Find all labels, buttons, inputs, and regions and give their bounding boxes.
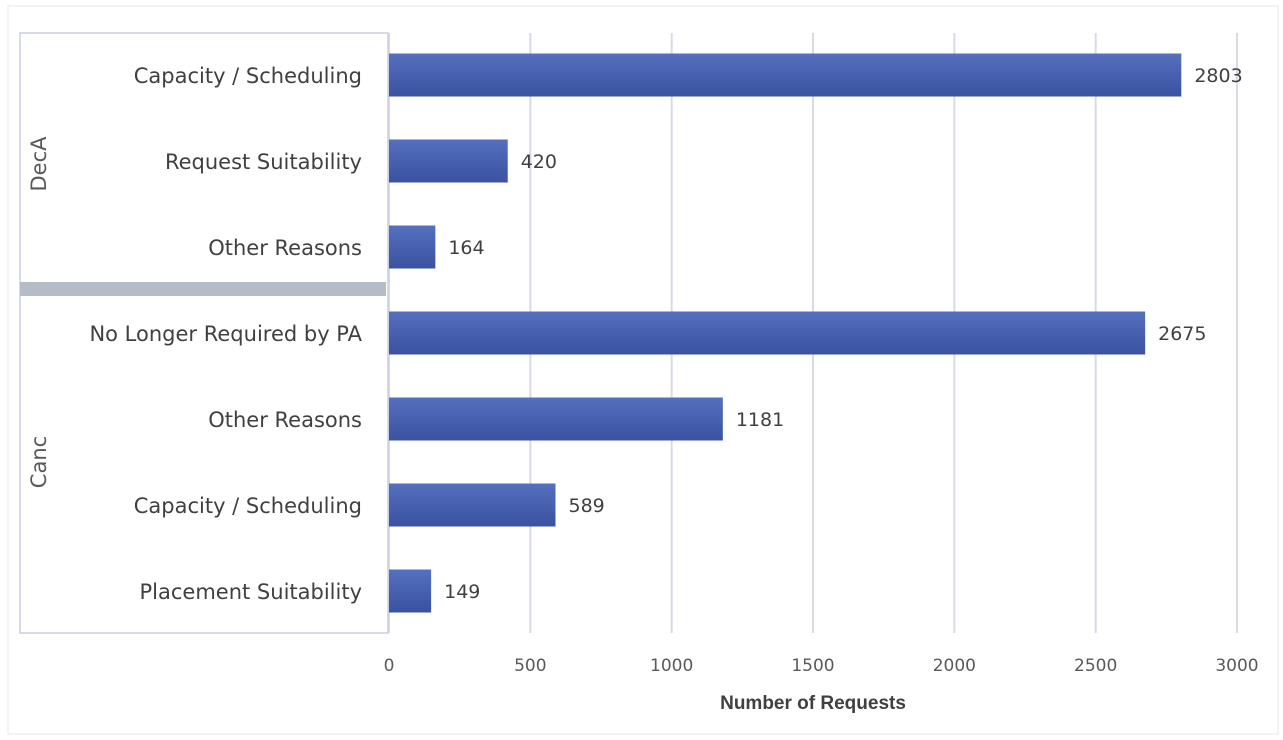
x-tick-label: 500 xyxy=(514,656,546,676)
bar xyxy=(389,569,432,613)
x-axis-ticks: 0 500 1000 1500 2000 2500 3000 xyxy=(384,656,1259,676)
bar xyxy=(389,139,508,183)
category-label: Capacity / Scheduling xyxy=(134,494,362,518)
bar-value-label: 164 xyxy=(448,237,484,259)
bar xyxy=(389,53,1182,97)
x-tick-label: 1000 xyxy=(650,656,693,676)
x-tick-label: 2500 xyxy=(1074,656,1117,676)
bar-value-label: 149 xyxy=(444,581,480,603)
category-label: No Longer Required by PA xyxy=(89,322,362,346)
category-label: Other Reasons xyxy=(208,408,362,432)
bar xyxy=(389,225,436,269)
bar xyxy=(389,311,1146,355)
bars: 2803 420 164 2675 1181 589 149 xyxy=(389,53,1243,613)
chart-outer-frame xyxy=(7,5,1279,735)
category-label-panel xyxy=(19,32,389,634)
bar-value-label: 589 xyxy=(568,495,604,517)
gridlines xyxy=(388,33,1238,633)
category-labels: Capacity / Scheduling Request Suitability… xyxy=(27,64,363,604)
bar-value-label: 1181 xyxy=(736,409,784,431)
category-label: Request Suitability xyxy=(165,150,362,174)
group-label: DecA xyxy=(27,136,51,192)
x-tick-label: 3000 xyxy=(1215,656,1258,676)
category-label: Other Reasons xyxy=(208,236,362,260)
bar xyxy=(389,483,556,527)
x-tick-label: 2000 xyxy=(933,656,976,676)
category-label: Capacity / Scheduling xyxy=(134,64,362,88)
x-axis-title: Number of Requests xyxy=(720,693,906,714)
bar-value-label: 420 xyxy=(521,151,557,173)
group-separator xyxy=(20,282,386,296)
bar-value-label: 2803 xyxy=(1194,65,1242,87)
x-tick-label: 1500 xyxy=(791,656,834,676)
bar xyxy=(389,397,723,441)
group-label: Canc xyxy=(27,436,51,488)
x-tick-label: 0 xyxy=(384,656,395,676)
category-label: Placement Suitability xyxy=(140,580,363,604)
bar-value-label: 2675 xyxy=(1158,323,1206,345)
